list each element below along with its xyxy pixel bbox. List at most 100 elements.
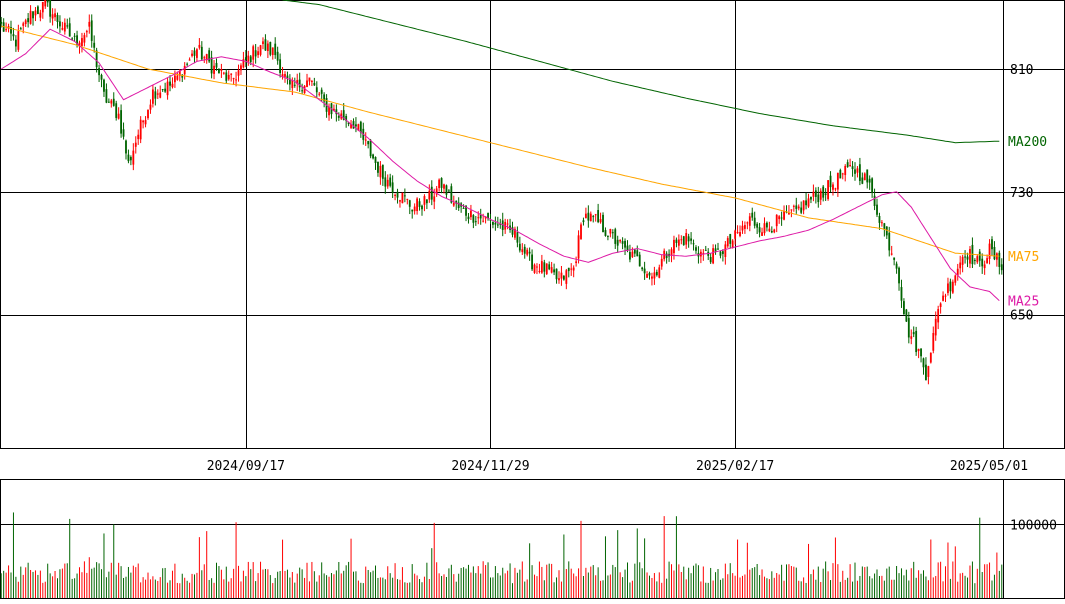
candle-body xyxy=(386,179,389,187)
candle-body xyxy=(523,246,526,254)
candle-body xyxy=(345,116,348,121)
candle-body xyxy=(589,213,592,222)
candle-body xyxy=(743,225,746,229)
candle-body xyxy=(942,295,944,301)
candle-body xyxy=(14,39,17,47)
candle-body xyxy=(907,318,910,338)
candle-body xyxy=(298,79,301,88)
candle-body xyxy=(29,10,32,24)
candle-body xyxy=(910,336,913,339)
candle-body xyxy=(592,216,595,218)
candle-body xyxy=(836,172,839,190)
candle-body xyxy=(200,46,203,60)
candle-body xyxy=(734,230,737,239)
candle-body xyxy=(550,267,553,273)
candle-body xyxy=(929,352,932,363)
candle-body xyxy=(237,70,240,76)
candle-body xyxy=(61,28,64,30)
candle-body xyxy=(169,81,171,86)
candle-body xyxy=(937,309,940,323)
candle-body xyxy=(986,258,989,264)
candle-body xyxy=(259,45,262,55)
candle-body xyxy=(594,214,597,216)
candle-body xyxy=(714,248,717,252)
candle-body xyxy=(675,239,678,243)
y-tick-label: 650 xyxy=(1010,309,1033,324)
candle-body xyxy=(844,165,847,176)
candle-body xyxy=(384,177,387,187)
candle-body xyxy=(423,196,426,205)
candle-body xyxy=(819,190,822,200)
candle-body xyxy=(379,165,382,178)
candle-body xyxy=(898,267,900,284)
candle-body xyxy=(198,44,201,48)
candle-body xyxy=(19,28,22,30)
candle-body xyxy=(516,232,519,243)
candle-body xyxy=(156,93,159,95)
ma25-line xyxy=(0,28,1000,302)
candle-body xyxy=(558,278,560,281)
candle-body xyxy=(726,238,729,247)
candle-body xyxy=(440,178,443,188)
candle-body xyxy=(680,239,683,241)
candle-body xyxy=(247,55,250,62)
x-tick-label: 2024/09/17 xyxy=(207,459,285,474)
candle-body xyxy=(281,74,284,77)
candle-body xyxy=(73,35,76,37)
candle-body xyxy=(947,283,949,293)
candle-body xyxy=(709,256,712,263)
candle-body xyxy=(643,268,646,274)
candle-body xyxy=(912,332,915,335)
candle-body xyxy=(352,121,355,129)
candle-body xyxy=(751,212,754,218)
candle-body xyxy=(528,251,531,254)
candle-body xyxy=(32,11,34,19)
candle-body xyxy=(24,20,27,25)
candle-body xyxy=(927,366,930,377)
candle-body xyxy=(548,264,551,270)
candle-body xyxy=(802,200,805,211)
candle-body xyxy=(377,161,379,173)
candle-body xyxy=(890,253,893,255)
candle-body xyxy=(88,21,91,27)
candle-body xyxy=(832,184,834,190)
candle-body xyxy=(242,59,245,68)
candle-body xyxy=(455,200,458,204)
candle-body xyxy=(690,238,693,241)
candle-body xyxy=(717,248,719,250)
candle-body xyxy=(191,53,193,56)
candle-body xyxy=(244,57,247,61)
candle-body xyxy=(452,202,455,206)
x-tick-label: 2025/05/01 xyxy=(950,459,1028,474)
candle-body xyxy=(783,211,785,220)
candle-body xyxy=(85,31,88,33)
candle-body xyxy=(438,179,441,189)
candle-body xyxy=(976,256,979,263)
candle-body xyxy=(560,272,563,279)
candle-body xyxy=(288,78,291,85)
candle-body xyxy=(193,50,196,56)
candle-body xyxy=(582,220,585,223)
candle-body xyxy=(768,228,771,232)
candle-body xyxy=(173,75,176,83)
candle-body xyxy=(308,77,311,82)
candle-body xyxy=(724,244,727,257)
candle-body xyxy=(670,249,673,256)
candle-body xyxy=(462,207,465,209)
candle-body xyxy=(306,80,308,87)
candle-body xyxy=(107,101,110,103)
candle-body xyxy=(956,268,959,276)
candle-body xyxy=(350,124,352,128)
candle-body xyxy=(186,63,189,65)
candle-body xyxy=(10,27,12,34)
candle-body xyxy=(766,222,768,228)
candle-body xyxy=(445,185,448,195)
candle-body xyxy=(951,281,954,293)
candle-body xyxy=(323,94,326,102)
candle-body xyxy=(78,42,81,47)
candle-body xyxy=(807,198,810,207)
candle-body xyxy=(540,261,543,273)
candle-body xyxy=(154,91,157,99)
candle-body xyxy=(939,303,942,307)
candle-body xyxy=(814,190,817,197)
